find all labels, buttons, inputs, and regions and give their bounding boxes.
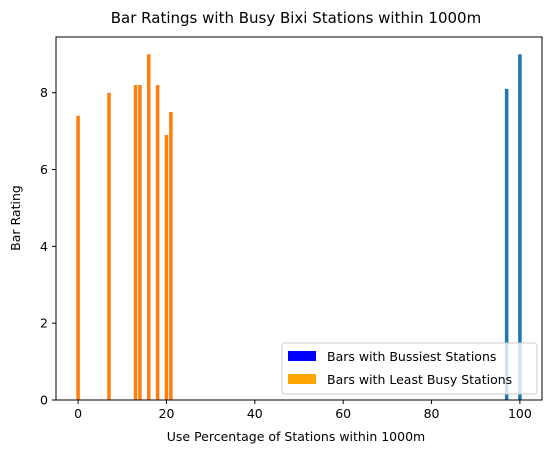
legend-swatch-busiest bbox=[288, 351, 316, 361]
x-tick-label: 0 bbox=[74, 406, 82, 421]
x-tick-label: 20 bbox=[159, 406, 175, 421]
bar-series0-x0 bbox=[76, 115, 80, 400]
bar-series0-x16 bbox=[147, 54, 151, 401]
y-tick-label: 8 bbox=[40, 85, 48, 100]
y-tick-label: 6 bbox=[40, 162, 48, 177]
bar-series0-x7 bbox=[107, 92, 111, 400]
bar-series0-x14 bbox=[138, 85, 142, 401]
y-tick-label: 0 bbox=[40, 393, 48, 408]
plot-area-frame bbox=[55, 36, 543, 401]
bar-series1-x97 bbox=[504, 88, 509, 400]
bars-layer bbox=[76, 54, 522, 401]
bar-series0-x18 bbox=[155, 85, 160, 401]
legend-label-least-busy: Bars with Least Busy Stations bbox=[327, 372, 512, 387]
bar-series0-x21 bbox=[169, 111, 173, 401]
bar-series1-x100 bbox=[518, 54, 522, 401]
x-axis-label: Use Percentage of Stations within 1000m bbox=[167, 429, 425, 444]
legend-frame bbox=[281, 342, 538, 395]
legend-swatch-least-busy bbox=[288, 374, 316, 384]
bar-series0-x20 bbox=[164, 134, 169, 400]
chart-title: Bar Ratings with Busy Bixi Stations with… bbox=[111, 9, 481, 27]
x-tick-label: 40 bbox=[247, 406, 263, 421]
ticks-layer: 0 20 40 60 80 100 0 2 4 6 8 bbox=[40, 85, 532, 421]
bar-series0-x13 bbox=[133, 85, 138, 401]
x-tick-label: 60 bbox=[335, 406, 351, 421]
legend-label-busiest: Bars with Bussiest Stations bbox=[327, 349, 496, 364]
y-tick-label: 4 bbox=[40, 239, 48, 254]
legend: Bars with Bussiest Stations Bars with Le… bbox=[281, 342, 538, 395]
y-tick-label: 2 bbox=[40, 316, 48, 331]
y-axis-label: Bar Rating bbox=[8, 185, 23, 251]
x-tick-label: 100 bbox=[508, 406, 532, 421]
x-tick-label: 80 bbox=[424, 406, 440, 421]
